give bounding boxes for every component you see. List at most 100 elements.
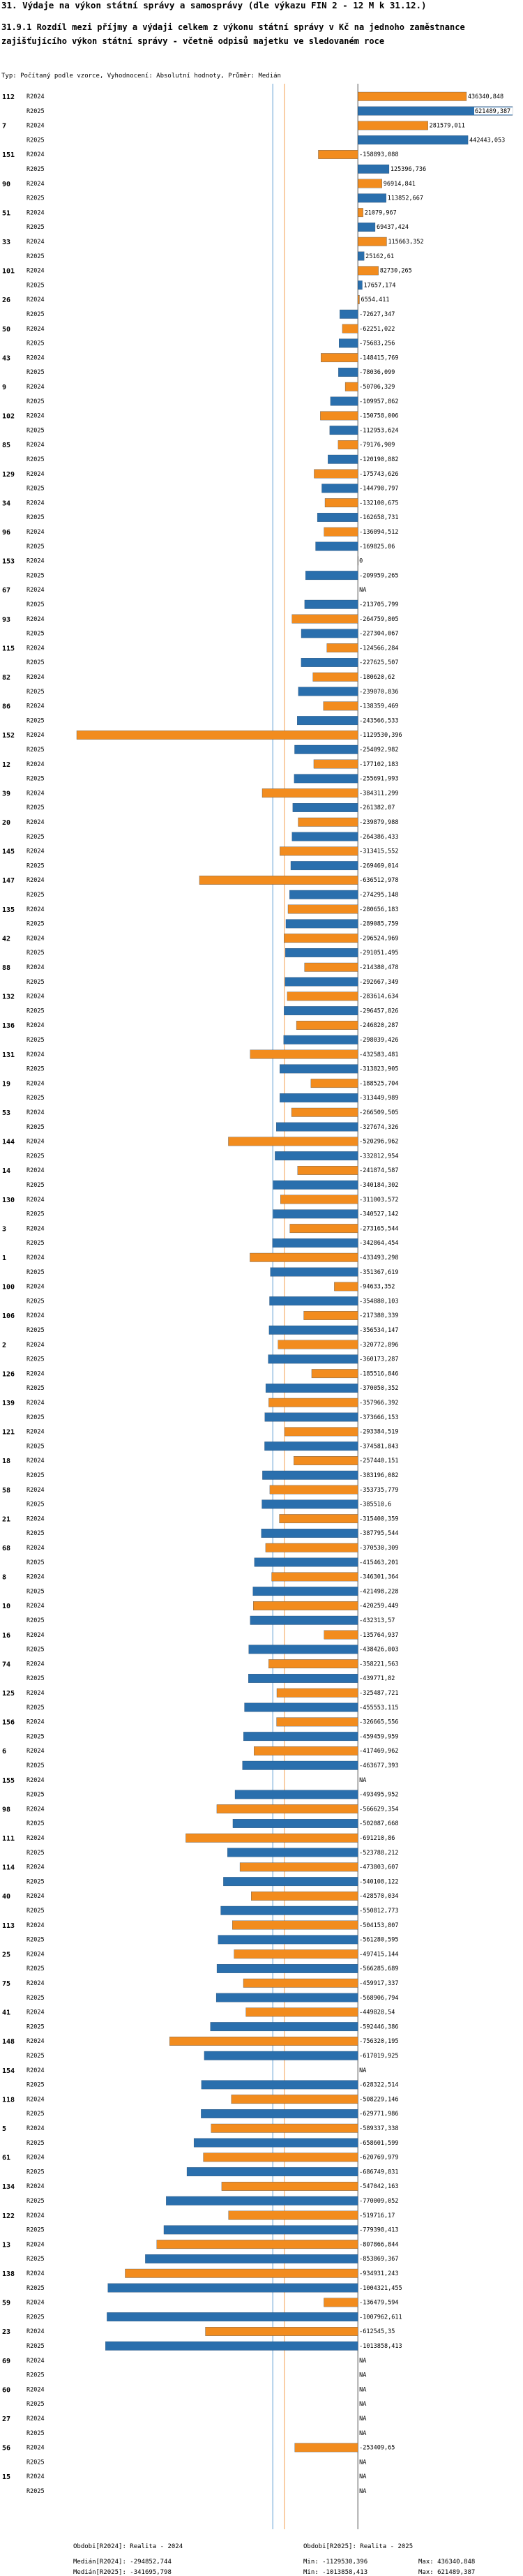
group-label: 147 bbox=[2, 877, 15, 885]
series-label: R2025 bbox=[26, 1530, 45, 1537]
bar-r2025 bbox=[284, 1006, 358, 1016]
series-label: R2024 bbox=[26, 1835, 45, 1842]
bar-r2024 bbox=[326, 643, 358, 653]
group-label: 96 bbox=[2, 529, 10, 537]
value-label-bg bbox=[474, 107, 513, 115]
series-label: R2024 bbox=[26, 790, 45, 797]
series-label: R2025 bbox=[26, 2023, 45, 2030]
value-label: -353735,779 bbox=[359, 1487, 398, 1494]
bar-r2024 bbox=[276, 1688, 358, 1698]
bar-r2024 bbox=[245, 2007, 358, 2017]
series-label: R2025 bbox=[26, 921, 45, 928]
series-label: R2025 bbox=[26, 108, 45, 115]
value-label: NA bbox=[359, 2488, 366, 2495]
group-label: 139 bbox=[2, 1400, 15, 1407]
value-label: -283614,634 bbox=[359, 994, 398, 1001]
bar-r2025 bbox=[234, 1790, 358, 1799]
bar-r2025 bbox=[264, 1441, 358, 1451]
series-label: R2025 bbox=[26, 1124, 45, 1131]
value-label: -356534,147 bbox=[359, 1327, 398, 1334]
bar-r2025 bbox=[227, 1848, 358, 1857]
bar-r2025 bbox=[340, 309, 358, 319]
bar-r2025 bbox=[294, 744, 358, 754]
value-label: -504153,807 bbox=[359, 1922, 398, 1929]
value-label: -109957,862 bbox=[359, 398, 398, 405]
series-label: R2025 bbox=[26, 1037, 45, 1044]
value-label: -354880,103 bbox=[359, 1298, 398, 1305]
bar-r2024 bbox=[358, 121, 428, 130]
series-label: R2024 bbox=[26, 2096, 45, 2103]
series-label: R2024 bbox=[26, 1545, 45, 1552]
series-label: R2025 bbox=[26, 1095, 45, 1102]
group-label: 13 bbox=[2, 2241, 10, 2249]
value-label: -463677,393 bbox=[359, 1762, 398, 1769]
value-label: -620769,979 bbox=[359, 2155, 398, 2162]
series-label: R2024 bbox=[26, 1951, 45, 1958]
group-label: 85 bbox=[2, 442, 10, 449]
bar-r2024 bbox=[254, 1746, 358, 1755]
median-2024: Medián[R2024]: -294852,744 bbox=[73, 2559, 172, 2566]
series-label: R2025 bbox=[26, 514, 45, 521]
value-label: -493495,952 bbox=[359, 1792, 398, 1799]
series-label: R2025 bbox=[26, 1298, 45, 1305]
series-label: R2024 bbox=[26, 384, 45, 391]
group-label: 1 bbox=[2, 1255, 6, 1262]
value-label: -246820,287 bbox=[359, 1022, 398, 1029]
value-label: -136479,594 bbox=[359, 2300, 398, 2307]
bar-r2025 bbox=[330, 396, 358, 406]
value-label: -807866,844 bbox=[359, 2241, 398, 2248]
series-label: R2025 bbox=[26, 776, 45, 783]
series-label: R2024 bbox=[26, 1922, 45, 1929]
value-label: -296457,826 bbox=[359, 1008, 398, 1014]
group-label: 18 bbox=[2, 1458, 10, 1465]
bar-r2024 bbox=[234, 1949, 358, 1959]
series-label: R2024 bbox=[26, 1429, 45, 1436]
value-label: -327674,326 bbox=[359, 1124, 398, 1131]
series-label: R2025 bbox=[26, 486, 45, 493]
value-label: -547042,163 bbox=[359, 2183, 398, 2190]
group-label: 12 bbox=[2, 761, 10, 769]
value-label: -266509,505 bbox=[359, 1109, 398, 1116]
series-label: R2024 bbox=[26, 2386, 45, 2393]
series-label: R2024 bbox=[26, 848, 45, 855]
value-label: -351367,619 bbox=[359, 1269, 398, 1276]
series-label: R2025 bbox=[26, 2227, 45, 2234]
series-label: R2024 bbox=[26, 1400, 45, 1407]
series-label: R2025 bbox=[26, 1443, 45, 1450]
value-label: -519716,17 bbox=[359, 2212, 395, 2219]
value-label: -568906,794 bbox=[359, 1995, 398, 2002]
bar-r2024 bbox=[284, 934, 358, 943]
value-label: -346301,364 bbox=[359, 1574, 398, 1581]
bar-r2024 bbox=[294, 2443, 358, 2453]
group-label: 100 bbox=[2, 1284, 15, 1291]
group-label: 75 bbox=[2, 1980, 10, 1988]
group-label: 56 bbox=[2, 2445, 10, 2453]
bar-r2024 bbox=[228, 1137, 358, 1146]
value-label: -1129530,396 bbox=[359, 732, 402, 739]
group-label: 145 bbox=[2, 848, 15, 856]
bar-r2024 bbox=[311, 1369, 358, 1379]
series-label: R2025 bbox=[26, 544, 45, 551]
series-label: R2025 bbox=[26, 2488, 45, 2495]
series-label: R2025 bbox=[26, 1820, 45, 1827]
value-label: 125396,736 bbox=[391, 166, 426, 173]
series-label: R2024 bbox=[26, 1864, 45, 1871]
value-label: -313449,989 bbox=[359, 1095, 398, 1102]
value-label: -214380,478 bbox=[359, 964, 398, 971]
series-label: R2024 bbox=[26, 93, 45, 100]
series-label: R2024 bbox=[26, 1893, 45, 1900]
series-label: R2025 bbox=[26, 2372, 45, 2379]
value-label: NA bbox=[359, 2358, 366, 2365]
bar-r2024 bbox=[280, 846, 358, 856]
group-label: 2 bbox=[2, 1342, 6, 1349]
group-label: 19 bbox=[2, 1080, 10, 1088]
series-label: R2025 bbox=[26, 1153, 45, 1160]
bar-r2025 bbox=[166, 2196, 358, 2206]
series-label: R2024 bbox=[26, 2416, 45, 2423]
bar-r2025 bbox=[262, 1499, 358, 1509]
series-label: R2024 bbox=[26, 2125, 45, 2132]
bar-r2024 bbox=[169, 2037, 358, 2046]
group-label: 50 bbox=[2, 326, 10, 334]
series-label: R2025 bbox=[26, 1675, 45, 1682]
bar-r2024 bbox=[231, 2095, 358, 2104]
